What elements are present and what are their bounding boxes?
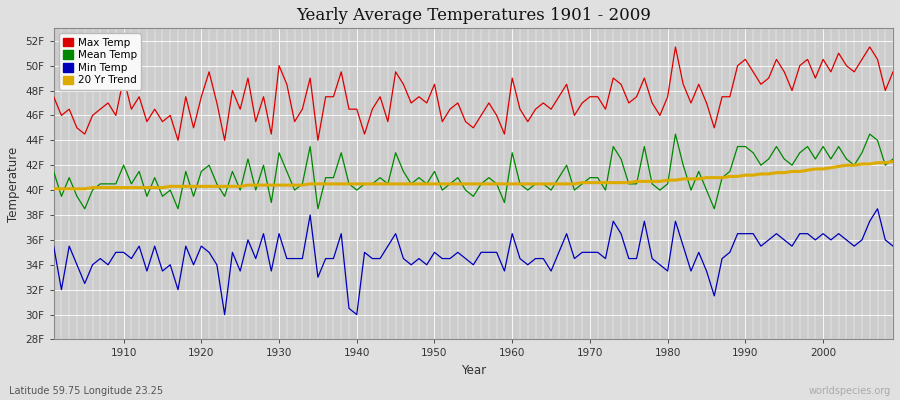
- Text: Latitude 59.75 Longitude 23.25: Latitude 59.75 Longitude 23.25: [9, 386, 163, 396]
- Text: worldspecies.org: worldspecies.org: [809, 386, 891, 396]
- Y-axis label: Temperature: Temperature: [7, 146, 20, 222]
- Legend: Max Temp, Mean Temp, Min Temp, 20 Yr Trend: Max Temp, Mean Temp, Min Temp, 20 Yr Tre…: [58, 34, 141, 90]
- Title: Yearly Average Temperatures 1901 - 2009: Yearly Average Temperatures 1901 - 2009: [296, 7, 651, 24]
- X-axis label: Year: Year: [461, 364, 486, 377]
